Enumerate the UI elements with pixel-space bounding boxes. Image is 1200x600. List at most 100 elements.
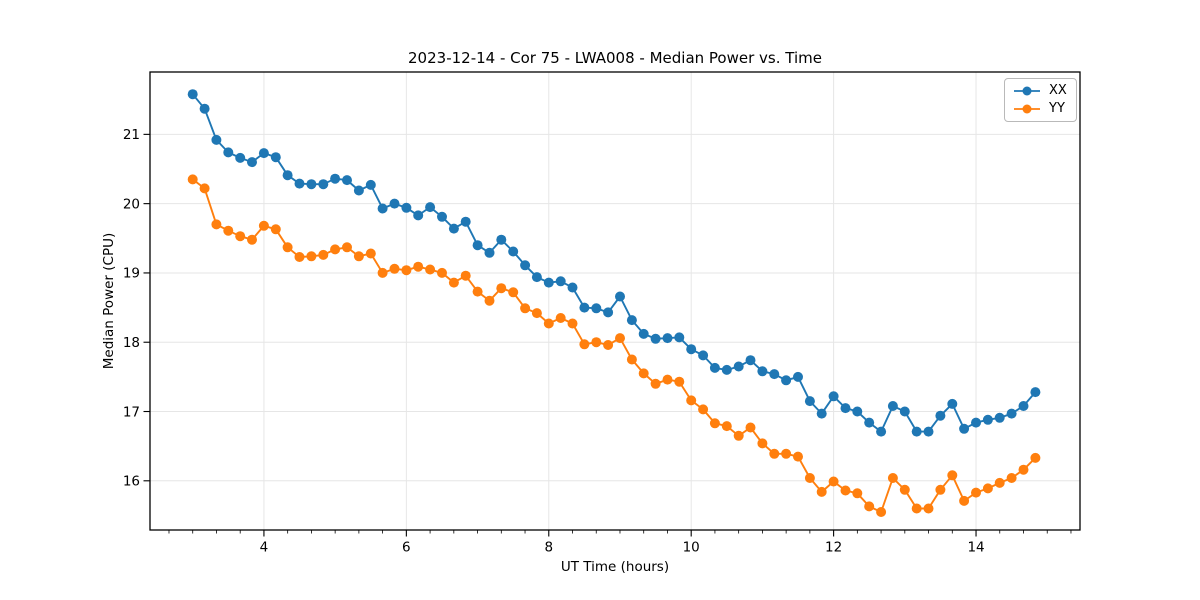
data-point-xx <box>318 179 329 190</box>
data-point-yy <box>638 368 649 379</box>
y-tick-label: 17 <box>123 404 140 420</box>
y-tick-label: 16 <box>123 474 140 490</box>
data-point-xx <box>745 355 756 366</box>
data-point-xx <box>555 276 566 287</box>
data-point-yy <box>709 418 720 429</box>
data-point-xx <box>804 396 815 407</box>
plot-border <box>149 71 1081 531</box>
data-point-xx <box>757 366 768 377</box>
data-point-yy <box>804 473 815 483</box>
data-point-yy <box>781 448 792 459</box>
data-point-yy <box>270 224 281 235</box>
legend-item-xx: XX <box>1012 84 1067 98</box>
data-point-xx <box>306 179 317 190</box>
data-point-yy <box>959 495 970 506</box>
data-point-xx <box>543 277 554 288</box>
data-point-yy <box>496 283 507 294</box>
data-point-xx <box>330 173 341 184</box>
data-point-yy <box>887 473 898 483</box>
x-tick-label: 14 <box>967 540 984 556</box>
data-point-yy <box>520 303 531 314</box>
y-tick-label: 20 <box>123 196 140 212</box>
data-point-xx <box>1006 408 1017 419</box>
data-point-yy <box>235 231 246 242</box>
data-point-xx <box>247 157 257 168</box>
data-point-xx <box>591 303 602 314</box>
data-point-xx <box>982 414 993 425</box>
data-point-yy <box>377 267 388 278</box>
data-point-yy <box>816 486 827 497</box>
data-point-yy <box>531 308 542 319</box>
data-point-xx <box>223 147 234 158</box>
data-point-xx <box>662 333 673 344</box>
x-tick-label: 4 <box>260 540 269 556</box>
data-point-yy <box>769 448 780 459</box>
data-point-yy <box>211 219 222 230</box>
data-point-yy <box>745 422 756 433</box>
data-point-xx <box>520 260 531 271</box>
data-point-yy <box>1006 473 1017 483</box>
data-point-xx <box>353 185 364 196</box>
data-point-yy <box>401 265 412 276</box>
data-point-xx <box>769 369 780 380</box>
data-point-yy <box>199 183 210 194</box>
data-point-yy <box>935 484 946 495</box>
data-point-yy <box>1030 452 1041 463</box>
data-point-yy <box>282 242 293 253</box>
x-tick-label: 6 <box>402 540 411 556</box>
data-point-xx <box>199 103 210 114</box>
data-point-xx <box>342 175 352 186</box>
data-point-xx <box>852 406 863 417</box>
data-point-yy <box>603 340 614 350</box>
data-point-yy <box>330 244 341 255</box>
data-point-xx <box>484 247 495 258</box>
data-point-xx <box>460 216 471 227</box>
data-point-yy <box>389 263 400 274</box>
data-point-yy <box>876 507 887 517</box>
data-point-xx <box>579 302 590 313</box>
data-point-yy <box>579 339 590 350</box>
data-point-yy <box>982 483 993 494</box>
data-point-xx <box>674 332 685 343</box>
legend-label: XX <box>1049 83 1067 98</box>
data-point-xx <box>638 328 649 339</box>
data-point-yy <box>342 242 352 253</box>
data-point-xx <box>425 202 436 213</box>
data-point-xx <box>911 426 922 437</box>
data-point-yy <box>567 318 578 329</box>
data-point-xx <box>686 344 697 355</box>
data-point-yy <box>555 313 566 323</box>
data-point-yy <box>258 220 269 231</box>
series-xx <box>187 89 1041 437</box>
data-point-xx <box>721 364 732 375</box>
data-point-xx <box>971 417 981 428</box>
data-point-xx <box>994 412 1005 423</box>
data-point-xx <box>709 362 720 373</box>
data-point-xx <box>531 272 542 283</box>
gridlines <box>150 72 1080 530</box>
data-point-xx <box>389 198 400 209</box>
data-point-yy <box>187 174 198 185</box>
y-tick-label: 21 <box>123 127 140 143</box>
data-point-yy <box>247 234 257 245</box>
data-point-xx <box>650 333 661 344</box>
data-point-xx <box>947 398 958 409</box>
data-point-xx <box>864 417 875 428</box>
data-point-xx <box>1030 387 1041 398</box>
data-point-yy <box>413 261 424 272</box>
legend-item-yy: YY <box>1012 102 1067 116</box>
data-point-yy <box>793 451 803 462</box>
y-tick-label: 18 <box>123 335 140 351</box>
y-tick-label: 19 <box>123 266 140 282</box>
data-point-yy <box>472 286 483 297</box>
line-marker-icon <box>1014 86 1040 96</box>
data-point-xx <box>270 152 281 163</box>
data-point-xx <box>365 179 376 190</box>
data-point-xx <box>626 315 637 326</box>
data-point-yy <box>911 503 922 514</box>
data-point-yy <box>460 270 471 281</box>
data-point-yy <box>662 374 673 385</box>
data-point-xx <box>211 134 222 145</box>
